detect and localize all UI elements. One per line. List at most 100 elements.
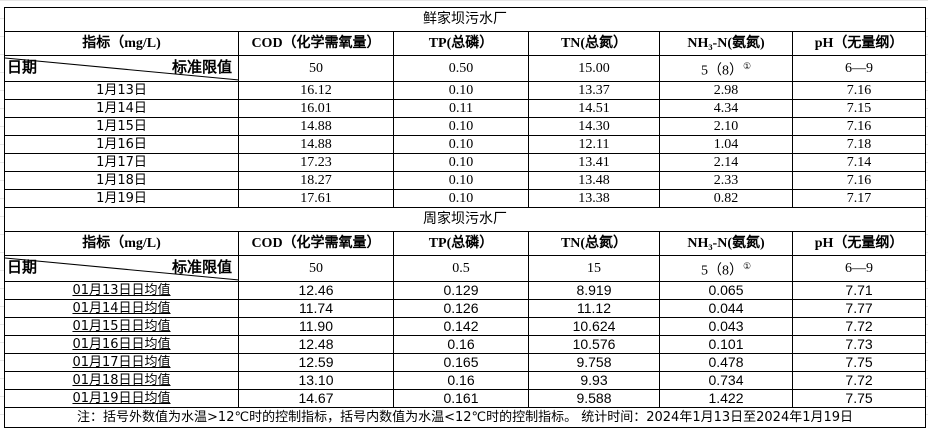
- value-cod: 11.90: [238, 317, 394, 336]
- header-row: 指标（mg/L) COD（化学需氧量） TP(总磷） TN(总氮） NH₃-N(氨氮) p…: [4, 31, 927, 56]
- date-cell: 01月19日日均值: [4, 389, 239, 408]
- value-ph: 7.73: [791, 335, 927, 354]
- date-cell: 01月14日日均值: [4, 299, 239, 318]
- date-cell: 1月19日: [4, 189, 239, 208]
- value-tp: 0.16: [393, 335, 529, 354]
- standard-limit-label: 标准限值: [171, 258, 232, 276]
- footnote-mark: ①: [742, 60, 752, 71]
- table-row: 1月14日 16.01 0.11 14.51 4.34 7.15: [4, 99, 927, 118]
- value-ph: 7.75: [791, 389, 927, 408]
- value-nh3: 0.734: [659, 371, 793, 390]
- value-nh3: 4.34: [659, 99, 793, 118]
- value-ph: 7.16: [791, 81, 927, 100]
- value-tp: 0.165: [393, 353, 529, 372]
- header-tp: TP(总磷）: [393, 31, 529, 56]
- table-row: 1月18日 18.27 0.10 13.48 2.33 7.16: [4, 171, 927, 190]
- value-ph: 7.75: [791, 353, 927, 372]
- value-cod: 18.27: [238, 171, 394, 190]
- value-tp: 0.10: [393, 171, 529, 190]
- value-tp: 0.16: [393, 371, 529, 390]
- value-tn: 11.12: [528, 299, 660, 318]
- value-cod: 17.23: [238, 153, 394, 172]
- value-tp: 0.10: [393, 117, 529, 136]
- value-cod: 12.46: [238, 281, 394, 300]
- table-row: 1月16日 14.88 0.10 12.11 1.04 7.18: [4, 135, 927, 154]
- standard-ph: 6—9: [791, 55, 927, 82]
- value-tp: 0.10: [393, 81, 529, 100]
- value-tn: 9.758: [528, 353, 660, 372]
- value-nh3: 0.043: [659, 317, 793, 336]
- value-tp: 0.142: [393, 317, 529, 336]
- date-cell: 01月15日日均值: [4, 317, 239, 336]
- value-ph: 7.72: [791, 371, 927, 390]
- table-row: 01月17日日均值 12.59 0.165 9.758 0.478 7.75: [4, 353, 927, 372]
- date-cell: 1月17日: [4, 153, 239, 172]
- date-cell: 01月16日日均值: [4, 335, 239, 354]
- value-cod: 12.59: [238, 353, 394, 372]
- value-tn: 14.30: [528, 117, 660, 136]
- value-nh3: 2.14: [659, 153, 793, 172]
- table-row: 01月19日日均值 14.67 0.161 9.588 1.422 7.75: [4, 389, 927, 408]
- date-cell: 1月18日: [4, 171, 239, 190]
- plant-title-row: 鲜家坝污水厂: [3, 7, 927, 32]
- standard-row: 日期 标准限值 50 0.5 15 5（8）① 6—9: [4, 255, 927, 282]
- table-row: 01月15日日均值 11.90 0.142 10.624 0.043 7.72: [4, 317, 927, 336]
- value-tn: 8.919: [528, 281, 660, 300]
- value-cod: 17.61: [238, 189, 394, 208]
- standard-tp: 0.50: [393, 55, 529, 82]
- value-cod: 14.67: [238, 389, 394, 408]
- header-ph: pH（无量纲）: [791, 31, 927, 56]
- header-cod: COD（化学需氧量）: [238, 231, 394, 256]
- value-ph: 7.16: [791, 171, 927, 190]
- header-indicator: 指标（mg/L): [4, 31, 239, 56]
- plant-title: 周家坝污水厂: [3, 207, 927, 232]
- water-quality-report: 鲜家坝污水厂 指标（mg/L) COD（化学需氧量） TP(总磷） TN(总氮） NH₃-…: [3, 7, 927, 428]
- value-cod: 14.88: [238, 117, 394, 136]
- table-row: 01月16日日均值 12.48 0.16 10.576 0.101 7.73: [4, 335, 927, 354]
- value-ph: 7.15: [791, 99, 927, 118]
- diagonal-header-cell: 日期 标准限值: [4, 255, 239, 282]
- diagonal-line: [5, 257, 238, 281]
- diagonal-line: [5, 57, 238, 81]
- value-ph: 7.16: [791, 117, 927, 136]
- date-cell: 01月18日日均值: [4, 371, 239, 390]
- value-tp: 0.129: [393, 281, 529, 300]
- date-cell: 01月17日日均值: [4, 353, 239, 372]
- value-cod: 16.12: [238, 81, 394, 100]
- value-tp: 0.11: [393, 99, 529, 118]
- standard-limit-label: 标准限值: [171, 58, 232, 76]
- value-nh3: 2.10: [659, 117, 793, 136]
- value-nh3: 0.044: [659, 299, 793, 318]
- value-nh3: 0.101: [659, 335, 793, 354]
- standard-nh3: 5（8）①: [659, 55, 793, 82]
- value-nh3: 2.98: [659, 81, 793, 100]
- value-tn: 13.37: [528, 81, 660, 100]
- value-tp: 0.10: [393, 153, 529, 172]
- header-tp: TP(总磷）: [393, 231, 529, 256]
- value-tn: 14.51: [528, 99, 660, 118]
- value-cod: 14.88: [238, 135, 394, 154]
- water-quality-table: 鲜家坝污水厂 指标（mg/L) COD（化学需氧量） TP(总磷） TN(总氮） NH₃-…: [3, 7, 927, 428]
- table-row: 01月14日日均值 11.74 0.126 11.12 0.044 7.77: [4, 299, 927, 318]
- value-tn: 10.624: [528, 317, 660, 336]
- date-cell: 1月15日: [4, 117, 239, 136]
- value-tn: 9.588: [528, 389, 660, 408]
- value-ph: 7.77: [791, 299, 927, 318]
- table-row: 1月17日 17.23 0.10 13.41 2.14 7.14: [4, 153, 927, 172]
- table-row: 01月13日日均值 12.46 0.129 8.919 0.065 7.71: [4, 281, 927, 300]
- value-nh3: 1.422: [659, 389, 793, 408]
- header-tn: TN(总氮）: [528, 231, 660, 256]
- standard-ph: 6—9: [791, 255, 927, 282]
- date-cell: 1月16日: [4, 135, 239, 154]
- value-cod: 13.10: [238, 371, 394, 390]
- value-ph: 7.17: [791, 189, 927, 208]
- value-tp: 0.126: [393, 299, 529, 318]
- value-nh3: 0.82: [659, 189, 793, 208]
- date-label: 日期: [7, 58, 38, 76]
- header-ph: pH（无量纲）: [791, 231, 927, 256]
- table-row: 1月19日 17.61 0.10 13.38 0.82 7.17: [4, 189, 927, 208]
- value-nh3: 1.04: [659, 135, 793, 154]
- table-row: 1月15日 14.88 0.10 14.30 2.10 7.16: [4, 117, 927, 136]
- header-indicator: 指标（mg/L): [4, 231, 239, 256]
- note: 注：括号外数值为水温>12℃时的控制指标，括号内数值为水温<12℃时的控制指标。…: [3, 407, 927, 428]
